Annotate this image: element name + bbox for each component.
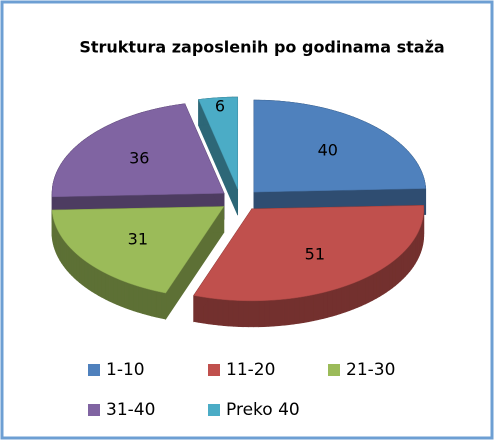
slice xyxy=(51,103,225,198)
slice-side xyxy=(84,260,89,290)
slice-side xyxy=(368,273,374,303)
slice-side xyxy=(137,285,143,314)
slice-side xyxy=(76,253,80,284)
slice-side xyxy=(142,287,148,316)
slice-side xyxy=(331,288,337,317)
data-label: 51 xyxy=(305,244,325,263)
slice-side xyxy=(386,263,390,293)
slice xyxy=(51,206,225,294)
slice-side xyxy=(372,271,377,301)
slice-side xyxy=(79,255,83,286)
slice-side xyxy=(68,246,72,277)
slice-side xyxy=(87,262,92,292)
slice-side xyxy=(108,274,114,304)
legend-swatch xyxy=(208,364,220,376)
slice-side xyxy=(124,281,130,310)
slice xyxy=(253,99,427,193)
slice-side xyxy=(365,275,370,305)
slice-side xyxy=(133,284,139,313)
legend-label: 11-20 xyxy=(226,360,275,380)
slice-side xyxy=(376,269,381,299)
legend-swatch xyxy=(88,364,100,376)
slice-side xyxy=(238,300,244,328)
slice-side xyxy=(128,282,134,312)
slice-side xyxy=(288,297,295,326)
slice-side xyxy=(400,251,404,282)
slice-side xyxy=(392,258,396,289)
slice-side xyxy=(344,284,350,313)
slice-side xyxy=(81,258,86,288)
slice-side xyxy=(146,288,152,317)
slice-side xyxy=(73,251,77,281)
data-label: 6 xyxy=(215,96,225,115)
slice-side xyxy=(101,270,106,300)
data-label: 36 xyxy=(129,148,149,167)
slice-side xyxy=(112,276,118,305)
slice-side xyxy=(402,249,406,280)
slice-side xyxy=(91,264,95,294)
chart-title: Struktura zaposlenih po godinama staža xyxy=(79,38,444,57)
slice-side xyxy=(253,300,260,328)
slice-side xyxy=(155,290,162,319)
slice-side xyxy=(227,299,234,327)
legend-swatch xyxy=(328,364,340,376)
slice-side xyxy=(160,291,167,320)
slice-side xyxy=(348,282,354,312)
slice-side xyxy=(212,298,219,326)
slice-side xyxy=(340,285,346,315)
slice-side xyxy=(303,295,309,323)
slice-side xyxy=(64,241,68,272)
slice-side xyxy=(268,299,275,327)
slice-side xyxy=(263,300,270,327)
slice-side xyxy=(298,296,305,324)
slice-side xyxy=(322,291,328,320)
slice-side xyxy=(407,244,411,275)
slice-side xyxy=(397,254,402,284)
legend-swatch xyxy=(88,404,100,416)
slice-side xyxy=(116,278,122,307)
slice-side xyxy=(327,289,333,318)
slice-side xyxy=(379,267,384,297)
slice-side xyxy=(361,277,366,307)
slice-side xyxy=(207,297,214,325)
slice-side xyxy=(389,261,393,291)
slice-side xyxy=(405,246,409,277)
legend-label: 21-30 xyxy=(346,360,395,380)
slice xyxy=(193,205,425,302)
slice-side xyxy=(353,281,358,310)
slice-side xyxy=(97,268,102,298)
slice-side xyxy=(66,243,70,274)
slice-side xyxy=(357,279,362,308)
slice-side xyxy=(395,256,399,287)
slice-side xyxy=(232,300,239,327)
slice xyxy=(198,96,238,190)
data-label: 40 xyxy=(318,140,338,159)
slice-side xyxy=(283,298,290,326)
slice-side xyxy=(278,298,285,327)
slice-side xyxy=(222,299,229,327)
slice-side xyxy=(336,287,342,316)
slice-side xyxy=(258,300,265,328)
slice-side xyxy=(120,279,126,309)
slice-side xyxy=(243,300,249,328)
slice-side xyxy=(293,297,300,325)
slice-side xyxy=(71,248,75,279)
slice-side xyxy=(317,292,324,321)
slice-side xyxy=(105,272,110,302)
slice-side xyxy=(151,289,157,318)
slice-side xyxy=(313,293,319,322)
legend-label: 31-40 xyxy=(106,400,155,420)
data-label: 31 xyxy=(128,230,148,249)
legend-label: 1-10 xyxy=(106,360,145,380)
slice-side xyxy=(94,266,99,296)
slice-side xyxy=(248,300,254,328)
slice-side xyxy=(217,298,224,326)
slice-side xyxy=(308,294,314,323)
slice-side xyxy=(273,299,280,327)
slice-side xyxy=(382,265,387,295)
legend-swatch xyxy=(208,404,220,416)
legend-label: Preko 40 xyxy=(226,400,300,420)
